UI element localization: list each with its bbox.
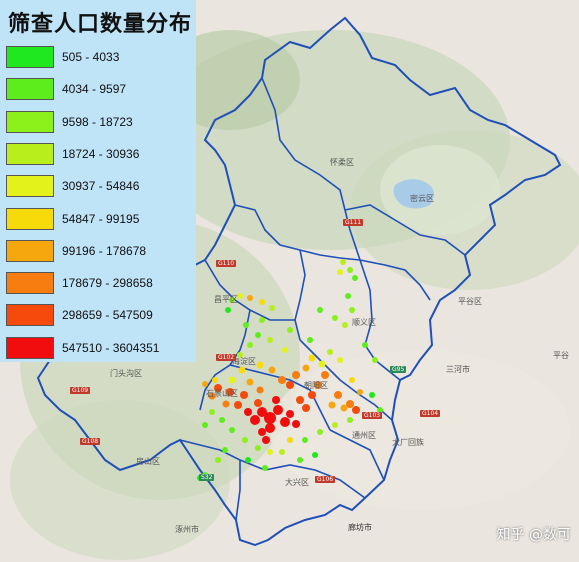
road-badge-g108: G108 <box>80 438 101 445</box>
legend-label: 547510 - 3604351 <box>62 340 160 355</box>
road-badge-g95: G95 <box>390 366 407 373</box>
legend: 筛查人口数量分布 505 - 4033 4034 - 9597 9598 - 187… <box>0 0 196 362</box>
road-badge-g110: G110 <box>216 260 237 267</box>
label-shijingshan: 石景山区 <box>206 389 238 398</box>
legend-item: 9598 - 18723 <box>6 110 133 134</box>
legend-label: 18724 - 30936 <box>62 146 140 161</box>
label-haidian: 海淀区 <box>232 357 256 366</box>
label-pingyu: 平谷 <box>553 351 569 360</box>
legend-label: 9598 - 18723 <box>62 114 133 129</box>
legend-swatch <box>6 78 54 101</box>
legend-swatch <box>6 239 54 262</box>
legend-title: 筛查人口数量分布 <box>8 11 193 37</box>
watermark-text: 知乎 @数可 <box>496 527 571 543</box>
legend-swatch <box>6 304 54 327</box>
label-langfang: 廊坊市 <box>348 523 372 532</box>
legend-swatch <box>6 272 54 295</box>
road-badge-g104: G104 <box>420 410 441 417</box>
label-sanhe: 三河市 <box>446 365 470 374</box>
reservoir <box>393 179 434 209</box>
label-shunyi: 顺义区 <box>352 318 376 327</box>
legend-item: 30937 - 54846 <box>6 174 139 198</box>
legend-item: 178679 - 298658 <box>6 271 153 295</box>
legend-label: 505 - 4033 <box>62 50 120 64</box>
label-tongzhou: 通州区 <box>352 431 376 440</box>
label-chaoyang: 朝阳区 <box>304 381 328 390</box>
label-daxing: 大兴区 <box>285 478 309 487</box>
watermark: 知乎 @数可 <box>497 524 571 544</box>
label-dachang: 大厂回族 <box>392 438 424 447</box>
district-boundaries <box>179 77 466 521</box>
legend-item: 54847 - 99195 <box>6 207 139 231</box>
label-pinggu: 平谷区 <box>458 297 482 306</box>
legend-swatch <box>6 110 54 133</box>
legend-label: 54847 - 99195 <box>62 211 140 226</box>
legend-item: 4034 - 9597 <box>6 77 126 101</box>
legend-label: 298659 - 547509 <box>62 308 153 323</box>
legend-swatch <box>6 142 54 165</box>
label-mentougou: 门头沟区 <box>110 369 142 378</box>
road-badge-g103: G103 <box>362 412 383 419</box>
legend-label: 30937 - 54846 <box>62 179 140 194</box>
label-huairou: 怀柔区 <box>330 158 354 167</box>
label-fangshan: 房山区 <box>136 457 160 466</box>
road-badge-g106: G106 <box>315 476 336 483</box>
legend-label: 178679 - 298658 <box>62 276 153 291</box>
legend-swatch <box>6 46 54 68</box>
label-zhuozhou: 涿州市 <box>175 525 199 534</box>
road-badge-g109: G109 <box>70 387 91 394</box>
label-miyun: 密云区 <box>410 194 434 203</box>
legend-item: 99196 - 178678 <box>6 239 146 263</box>
legend-swatch <box>6 207 54 230</box>
legend-item: 18724 - 30936 <box>6 142 139 166</box>
legend-item: 547510 - 3604351 <box>6 336 159 360</box>
legend-label: 99196 - 178678 <box>62 243 147 258</box>
legend-swatch <box>6 336 54 359</box>
population-points <box>197 259 383 481</box>
legend-swatch <box>6 175 54 198</box>
road-badge-g111: G111 <box>343 219 364 226</box>
road-badge-g102: G102 <box>216 354 237 361</box>
legend-label: 4034 - 9597 <box>62 82 127 97</box>
road-badge-s32: S32 <box>199 474 215 481</box>
legend-item: 505 - 4033 <box>6 45 119 69</box>
label-changping: 昌平区 <box>214 295 238 304</box>
legend-item: 298659 - 547509 <box>6 303 153 327</box>
